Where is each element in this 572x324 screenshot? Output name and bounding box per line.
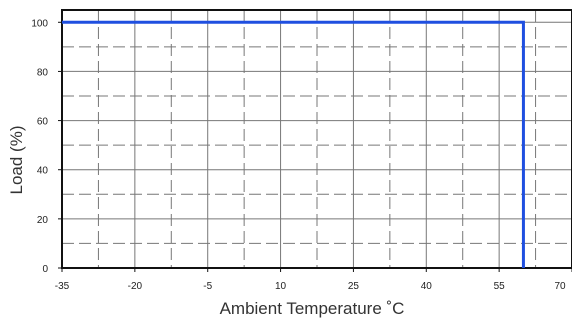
y-tick-label: 80 [37,67,49,78]
y-tick-label: 0 [42,264,48,275]
series-group [62,20,525,268]
y-tick-label: 20 [37,215,49,226]
y-tick-label: 100 [31,18,48,29]
x-axis-label: Ambient Temperature ˚C [220,299,405,318]
x-tick-label: -5 [203,281,212,292]
x-tick-label: 40 [421,281,433,292]
y-tick-label: 40 [37,166,49,177]
x-tick-label: 25 [348,281,360,292]
derating-curve [62,20,525,268]
x-tick-label: -20 [128,281,143,292]
grid [61,10,572,269]
x-axis-ticks: -35 -20 -5 10 25 40 55 70 [55,268,572,292]
x-tick-label: 70 [554,281,566,292]
x-tick-label: 10 [275,281,287,292]
x-tick-label: 55 [494,281,506,292]
y-axis-label: Load (%) [7,126,26,195]
y-axis-ticks: 0 20 40 60 80 100 [31,18,62,275]
plot-frame [61,9,572,269]
y-tick-label: 60 [37,117,49,128]
x-tick-label: -35 [55,281,70,292]
